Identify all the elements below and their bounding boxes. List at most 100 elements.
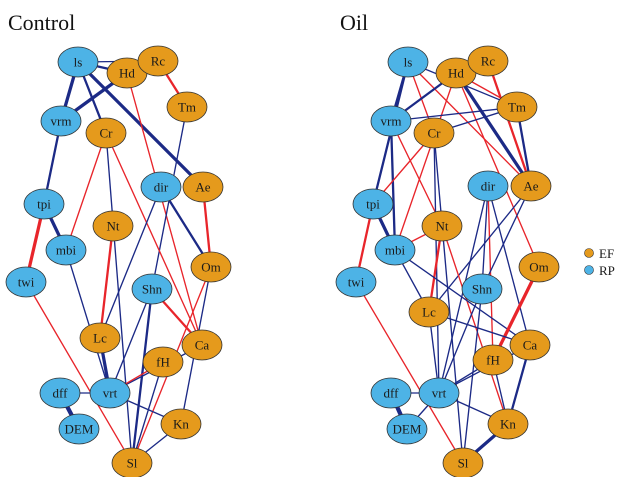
node-dir: dir bbox=[140, 171, 182, 203]
node-label-ls: ls bbox=[74, 55, 83, 70]
node-label-Ca: Ca bbox=[523, 338, 538, 353]
node-shape-Om bbox=[190, 251, 232, 283]
node-ls: ls bbox=[57, 46, 99, 78]
node-label-Shn: Shn bbox=[472, 282, 493, 297]
nodes-oil: ls Hd Rc Tm vrm Cr dir Ae tpi Nt mbi Om twi Shn Lc Ca fH… bbox=[335, 45, 560, 477]
panel-title-control: Control bbox=[8, 10, 75, 35]
edge-Rc-Ae bbox=[486, 59, 533, 188]
node-label-Sl: Sl bbox=[127, 456, 138, 471]
node-shape-Ca bbox=[181, 329, 223, 361]
node-label-Hd: Hd bbox=[448, 66, 464, 81]
node-shape-dff bbox=[39, 377, 81, 409]
edge-Hd-Om bbox=[455, 72, 540, 268]
node-label-Hd: Hd bbox=[119, 66, 135, 81]
node-shape-Lc bbox=[408, 296, 450, 328]
node-label-tpi: tpi bbox=[366, 197, 380, 212]
node-label-fH: fH bbox=[486, 353, 500, 368]
node-label-Ae: Ae bbox=[195, 180, 210, 195]
node-Nt: Nt bbox=[92, 210, 134, 242]
node-shape-ls bbox=[387, 46, 429, 78]
node-label-Kn: Kn bbox=[500, 417, 516, 432]
node-shape-Nt bbox=[92, 210, 134, 242]
legend-label-ef: EF bbox=[599, 246, 614, 261]
legend-marker-rp bbox=[584, 265, 594, 275]
node-shape-vrm bbox=[370, 105, 412, 137]
legend-label-rp: RP bbox=[599, 263, 615, 278]
edge-mbi-Ca bbox=[394, 249, 531, 346]
node-Hd: Hd bbox=[106, 57, 148, 89]
node-shape-Shn bbox=[131, 273, 173, 305]
edge-Cr-Sl bbox=[433, 132, 464, 464]
node-vrt: vrt bbox=[418, 377, 460, 409]
node-shape-Kn bbox=[487, 408, 529, 440]
node-label-DEM: DEM bbox=[65, 422, 94, 437]
node-Rc: Rc bbox=[137, 45, 179, 77]
edge-Ae-Shn bbox=[481, 185, 532, 290]
node-shape-dir bbox=[467, 170, 509, 202]
edge-Shn-vrt bbox=[109, 288, 153, 394]
node-label-vrm: vrm bbox=[51, 114, 72, 129]
node-shape-Tm bbox=[496, 91, 538, 123]
node-shape-Nt bbox=[421, 210, 463, 242]
node-Nt: Nt bbox=[421, 210, 463, 242]
node-Sl: Sl bbox=[111, 447, 153, 477]
nodes-control: ls Hd Rc Tm vrm Cr dir Ae tpi Nt mbi Om twi Shn Lc Ca fH… bbox=[5, 45, 232, 477]
node-label-dff: dff bbox=[53, 386, 69, 401]
node-Sl: Sl bbox=[442, 447, 484, 477]
node-shape-ls bbox=[57, 46, 99, 78]
node-Ae: Ae bbox=[510, 170, 552, 202]
node-Rc: Rc bbox=[467, 45, 509, 77]
node-shape-vrt bbox=[89, 377, 131, 409]
node-shape-Lc bbox=[79, 322, 121, 354]
node-Kn: Kn bbox=[160, 408, 202, 440]
node-label-mbi: mbi bbox=[385, 243, 406, 258]
node-shape-Rc bbox=[137, 45, 179, 77]
node-mbi: mbi bbox=[374, 234, 416, 266]
legend: EF RP bbox=[584, 246, 615, 278]
edge-dir-Lc bbox=[99, 186, 162, 339]
node-label-dir: dir bbox=[481, 179, 496, 194]
node-label-Om: Om bbox=[529, 260, 549, 275]
node-label-mbi: mbi bbox=[56, 243, 77, 258]
node-Ca: Ca bbox=[181, 329, 223, 361]
node-label-twi: twi bbox=[18, 275, 35, 290]
edge-mbi-vrt bbox=[65, 249, 111, 394]
edge-Cr-Sl bbox=[105, 132, 133, 464]
node-vrm: vrm bbox=[40, 105, 82, 137]
edge-Nt-Kn bbox=[441, 225, 509, 425]
node-label-Nt: Nt bbox=[436, 219, 449, 234]
node-label-fH: fH bbox=[156, 355, 170, 370]
node-Kn: Kn bbox=[487, 408, 529, 440]
node-label-Cr: Cr bbox=[100, 126, 114, 141]
edge-Shn-vrt bbox=[438, 288, 483, 394]
node-shape-DEM bbox=[386, 413, 428, 445]
node-shape-Ae bbox=[182, 171, 224, 203]
node-fH: fH bbox=[142, 346, 184, 378]
node-shape-vrt bbox=[418, 377, 460, 409]
node-Hd: Hd bbox=[435, 57, 477, 89]
node-shape-vrm bbox=[40, 105, 82, 137]
node-label-vrt: vrt bbox=[103, 386, 118, 401]
node-Cr: Cr bbox=[85, 117, 127, 149]
edge-Nt-Lc bbox=[98, 224, 115, 340]
edge-Om-fH bbox=[491, 265, 541, 362]
node-mbi: mbi bbox=[45, 234, 87, 266]
node-shape-mbi bbox=[45, 234, 87, 266]
node-twi: twi bbox=[335, 266, 377, 298]
edge-dir-Shn bbox=[481, 185, 489, 290]
node-shape-fH bbox=[472, 344, 514, 376]
node-label-dir: dir bbox=[154, 180, 169, 195]
node-shape-Ca bbox=[509, 329, 551, 361]
edge-vrm-Nt bbox=[390, 120, 443, 227]
node-label-Kn: Kn bbox=[173, 417, 189, 432]
node-dir: dir bbox=[467, 170, 509, 202]
node-fH: fH bbox=[472, 344, 514, 376]
node-label-tpi: tpi bbox=[37, 197, 51, 212]
node-shape-twi bbox=[5, 266, 47, 298]
node-vrt: vrt bbox=[89, 377, 131, 409]
node-twi: twi bbox=[5, 266, 47, 298]
edge-Cr-Ca bbox=[105, 132, 203, 346]
node-Tm: Tm bbox=[166, 91, 208, 123]
node-label-Lc: Lc bbox=[422, 305, 436, 320]
